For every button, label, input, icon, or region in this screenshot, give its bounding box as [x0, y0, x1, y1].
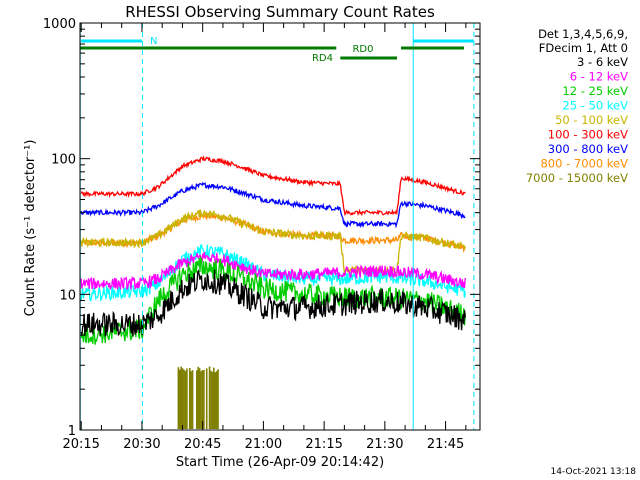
chart-title: RHESSI Observing Summary Count Rates — [125, 3, 435, 21]
rd4-label: RD4 — [312, 53, 333, 64]
legend-entry: 3 - 6 keV — [577, 55, 628, 69]
legend-entry: 12 - 25 keV — [562, 84, 628, 98]
attenuator-state-overlay: N RD0 RD4 — [79, 23, 475, 430]
legend-entry: 800 - 7000 keV — [540, 157, 628, 171]
legend-entry: 25 - 50 keV — [562, 99, 628, 113]
y-tick-label: 100 — [51, 153, 76, 168]
series-line-1 — [80, 251, 466, 291]
x-axis-label: Start Time (26-Apr-09 20:14:42) — [176, 455, 384, 470]
y-tick-label: 1 — [68, 424, 76, 439]
axes: 20:15 20:30 20:45 21:00 21:15 21:30 21:45 1 10 10… — [43, 17, 481, 452]
legend-entry: 6 - 12 keV — [570, 70, 628, 84]
series-line-2 — [80, 255, 466, 345]
y-tick-label: 10 — [59, 288, 76, 303]
series-line-6 — [80, 181, 466, 229]
series-line-0 — [80, 269, 466, 338]
legend-entry: 7000 - 15000 keV — [526, 171, 628, 185]
legend-entry: 300 - 800 keV — [548, 142, 628, 156]
legend-entry: 100 - 300 keV — [548, 128, 628, 142]
legend-header: Det 1,3,4,5,6,9, — [538, 27, 628, 41]
series-line-5 — [80, 155, 466, 217]
x-tick-label: 20:45 — [184, 437, 221, 452]
rd0-label: RD0 — [352, 44, 373, 55]
footer-timestamp: 14-Oct-2021 13:18 — [551, 467, 637, 477]
plot-frame — [79, 22, 481, 431]
y-tick-label: 1000 — [43, 17, 76, 32]
legend: Det 1,3,4,5,6,9,FDecim 1, Att 03 - 6 keV… — [526, 27, 628, 185]
x-tick-label: 20:30 — [123, 437, 160, 452]
x-tick-label: 21:00 — [245, 437, 282, 452]
legend-entry: 50 - 100 keV — [555, 113, 628, 127]
series-line-4 — [80, 209, 466, 277]
legend-header: FDecim 1, Att 0 — [539, 41, 628, 55]
y-axis-label: Count Rate (s⁻¹ detector⁻¹) — [23, 140, 38, 317]
x-tick-label: 21:15 — [305, 437, 342, 452]
x-tick-label: 21:45 — [427, 437, 464, 452]
data-traces — [80, 155, 466, 429]
x-tick-label: 21:30 — [366, 437, 403, 452]
x-tick-label: 20:15 — [62, 437, 99, 452]
night-label: N — [150, 36, 157, 47]
